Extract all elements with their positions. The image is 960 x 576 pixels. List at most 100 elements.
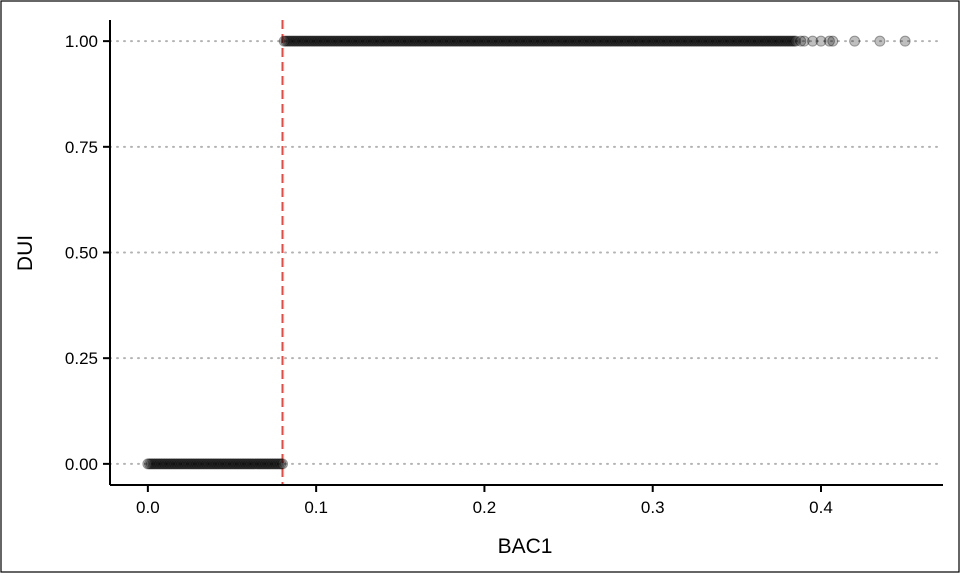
data-point [568, 35, 580, 47]
data-point [302, 35, 314, 47]
data-point [317, 35, 329, 47]
data-point [315, 35, 327, 47]
data-point [381, 35, 393, 47]
data-point [756, 35, 768, 47]
data-point [529, 35, 541, 47]
data-point [692, 35, 704, 47]
data-point [643, 35, 655, 47]
data-point [480, 35, 492, 47]
data-point [768, 35, 780, 47]
data-point [308, 35, 320, 47]
data-point [149, 458, 161, 470]
data-point [783, 35, 795, 47]
data-point [144, 458, 156, 470]
data-point [547, 35, 559, 47]
data-point [640, 35, 652, 47]
data-point [711, 35, 723, 47]
data-point [399, 35, 411, 47]
data-point [807, 35, 819, 47]
data-point [298, 35, 310, 47]
data-point [702, 35, 714, 47]
data-point [470, 35, 482, 47]
data-point [739, 35, 751, 47]
data-point [601, 35, 613, 47]
data-point [457, 35, 469, 47]
data-point [707, 35, 719, 47]
data-point [398, 35, 410, 47]
data-point [199, 458, 211, 470]
data-point [150, 458, 162, 470]
data-point [510, 35, 522, 47]
data-point [181, 458, 193, 470]
data-point [369, 35, 381, 47]
data-point [214, 458, 226, 470]
data-point [364, 35, 376, 47]
data-point [359, 35, 371, 47]
data-point [504, 35, 516, 47]
data-point [657, 35, 669, 47]
data-point [440, 35, 452, 47]
data-point [743, 35, 755, 47]
data-point [384, 35, 396, 47]
x-axis-title: BAC1 [498, 535, 553, 558]
data-point [650, 35, 662, 47]
data-point [751, 35, 763, 47]
data-point [790, 35, 802, 47]
data-point [778, 35, 790, 47]
data-point [340, 35, 352, 47]
data-point [746, 35, 758, 47]
data-point [278, 35, 290, 47]
data-point [490, 35, 502, 47]
data-point [172, 458, 184, 470]
data-point [307, 35, 319, 47]
data-point [450, 35, 462, 47]
data-point [798, 35, 810, 47]
data-point [551, 35, 563, 47]
data-point [349, 35, 361, 47]
data-point [509, 35, 521, 47]
y-tick-label: 1.00 [65, 32, 98, 51]
data-point [625, 35, 637, 47]
data-point [616, 35, 628, 47]
data-point [524, 35, 536, 47]
data-point [386, 35, 398, 47]
data-point [226, 458, 238, 470]
data-point [677, 35, 689, 47]
data-point [584, 35, 596, 47]
data-point [655, 35, 667, 47]
data-point [635, 35, 647, 47]
data-point [780, 35, 792, 47]
data-point [621, 35, 633, 47]
data-point [154, 458, 166, 470]
data-point [290, 35, 302, 47]
data-point [266, 458, 278, 470]
y-axis-title: DUI [14, 235, 37, 271]
data-point [426, 35, 438, 47]
data-point [260, 458, 272, 470]
data-point [418, 35, 430, 47]
data-point [472, 35, 484, 47]
data-point [356, 35, 368, 47]
data-point [583, 35, 595, 47]
data-point [781, 35, 793, 47]
data-point [224, 458, 236, 470]
data-point [605, 35, 617, 47]
data-point [690, 35, 702, 47]
data-point [310, 35, 322, 47]
data-point [632, 35, 644, 47]
data-point [771, 35, 783, 47]
data-point [593, 35, 605, 47]
data-point [579, 35, 591, 47]
data-point [147, 458, 159, 470]
data-point [758, 35, 770, 47]
data-point [539, 35, 551, 47]
data-point [590, 35, 601, 47]
data-point [218, 458, 230, 470]
data-point [258, 458, 270, 470]
data-point [263, 458, 275, 470]
data-point [786, 35, 798, 47]
data-point [352, 35, 364, 47]
data-point [292, 35, 304, 47]
data-point [416, 35, 428, 47]
